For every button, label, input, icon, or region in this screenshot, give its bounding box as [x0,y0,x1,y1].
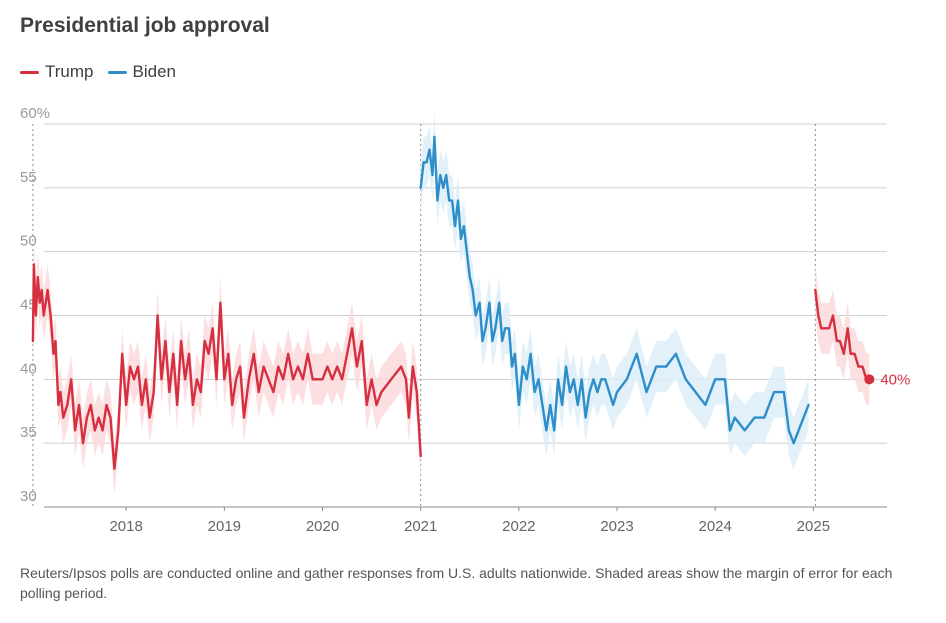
x-tick-label: 2022 [502,518,535,535]
y-tick-label: 50 [20,233,37,250]
y-tick-label: 30 [20,488,37,505]
y-tick-label: 40 [20,360,37,377]
x-tick-label: 2025 [797,518,830,535]
y-tick-label: 55 [20,169,37,186]
end-point [864,374,875,385]
margin-band-trump [815,264,870,405]
margin-bands [32,111,870,495]
legend-label-trump: Trump [45,62,94,81]
end-value-label: 40% [880,371,910,388]
series-line-trump [31,263,422,470]
x-tick-label: 2021 [404,518,437,535]
legend-item-trump: Trump [20,62,94,82]
x-tick-labels: 2018 2019 2020 2021 2022 2023 2024 2025 [109,518,830,535]
x-tick-label: 2023 [600,518,633,535]
margin-band-biden [420,111,809,469]
x-tick-label: 2018 [109,518,142,535]
legend-label-biden: Biden [132,62,176,81]
end-marks: 40% [864,371,910,388]
series-line-biden [419,135,810,445]
y-tick-label: 35 [20,424,37,441]
series-lines [31,135,871,470]
x-tick-label: 2019 [208,518,241,535]
legend-swatch-trump [20,70,39,74]
legend-swatch-biden [107,70,127,74]
series-line-trump [814,288,871,381]
x-tick-label: 2024 [699,518,732,535]
x-tick-label: 2020 [306,518,339,535]
grid-lines [32,123,887,511]
y-tick-label: 60% [20,105,50,122]
legend: Trump Biden [20,62,176,82]
chart-title: Presidential job approval [20,14,270,37]
legend-item-biden: Biden [107,62,176,82]
footnote: Reuters/Ipsos polls are conducted online… [20,565,893,601]
